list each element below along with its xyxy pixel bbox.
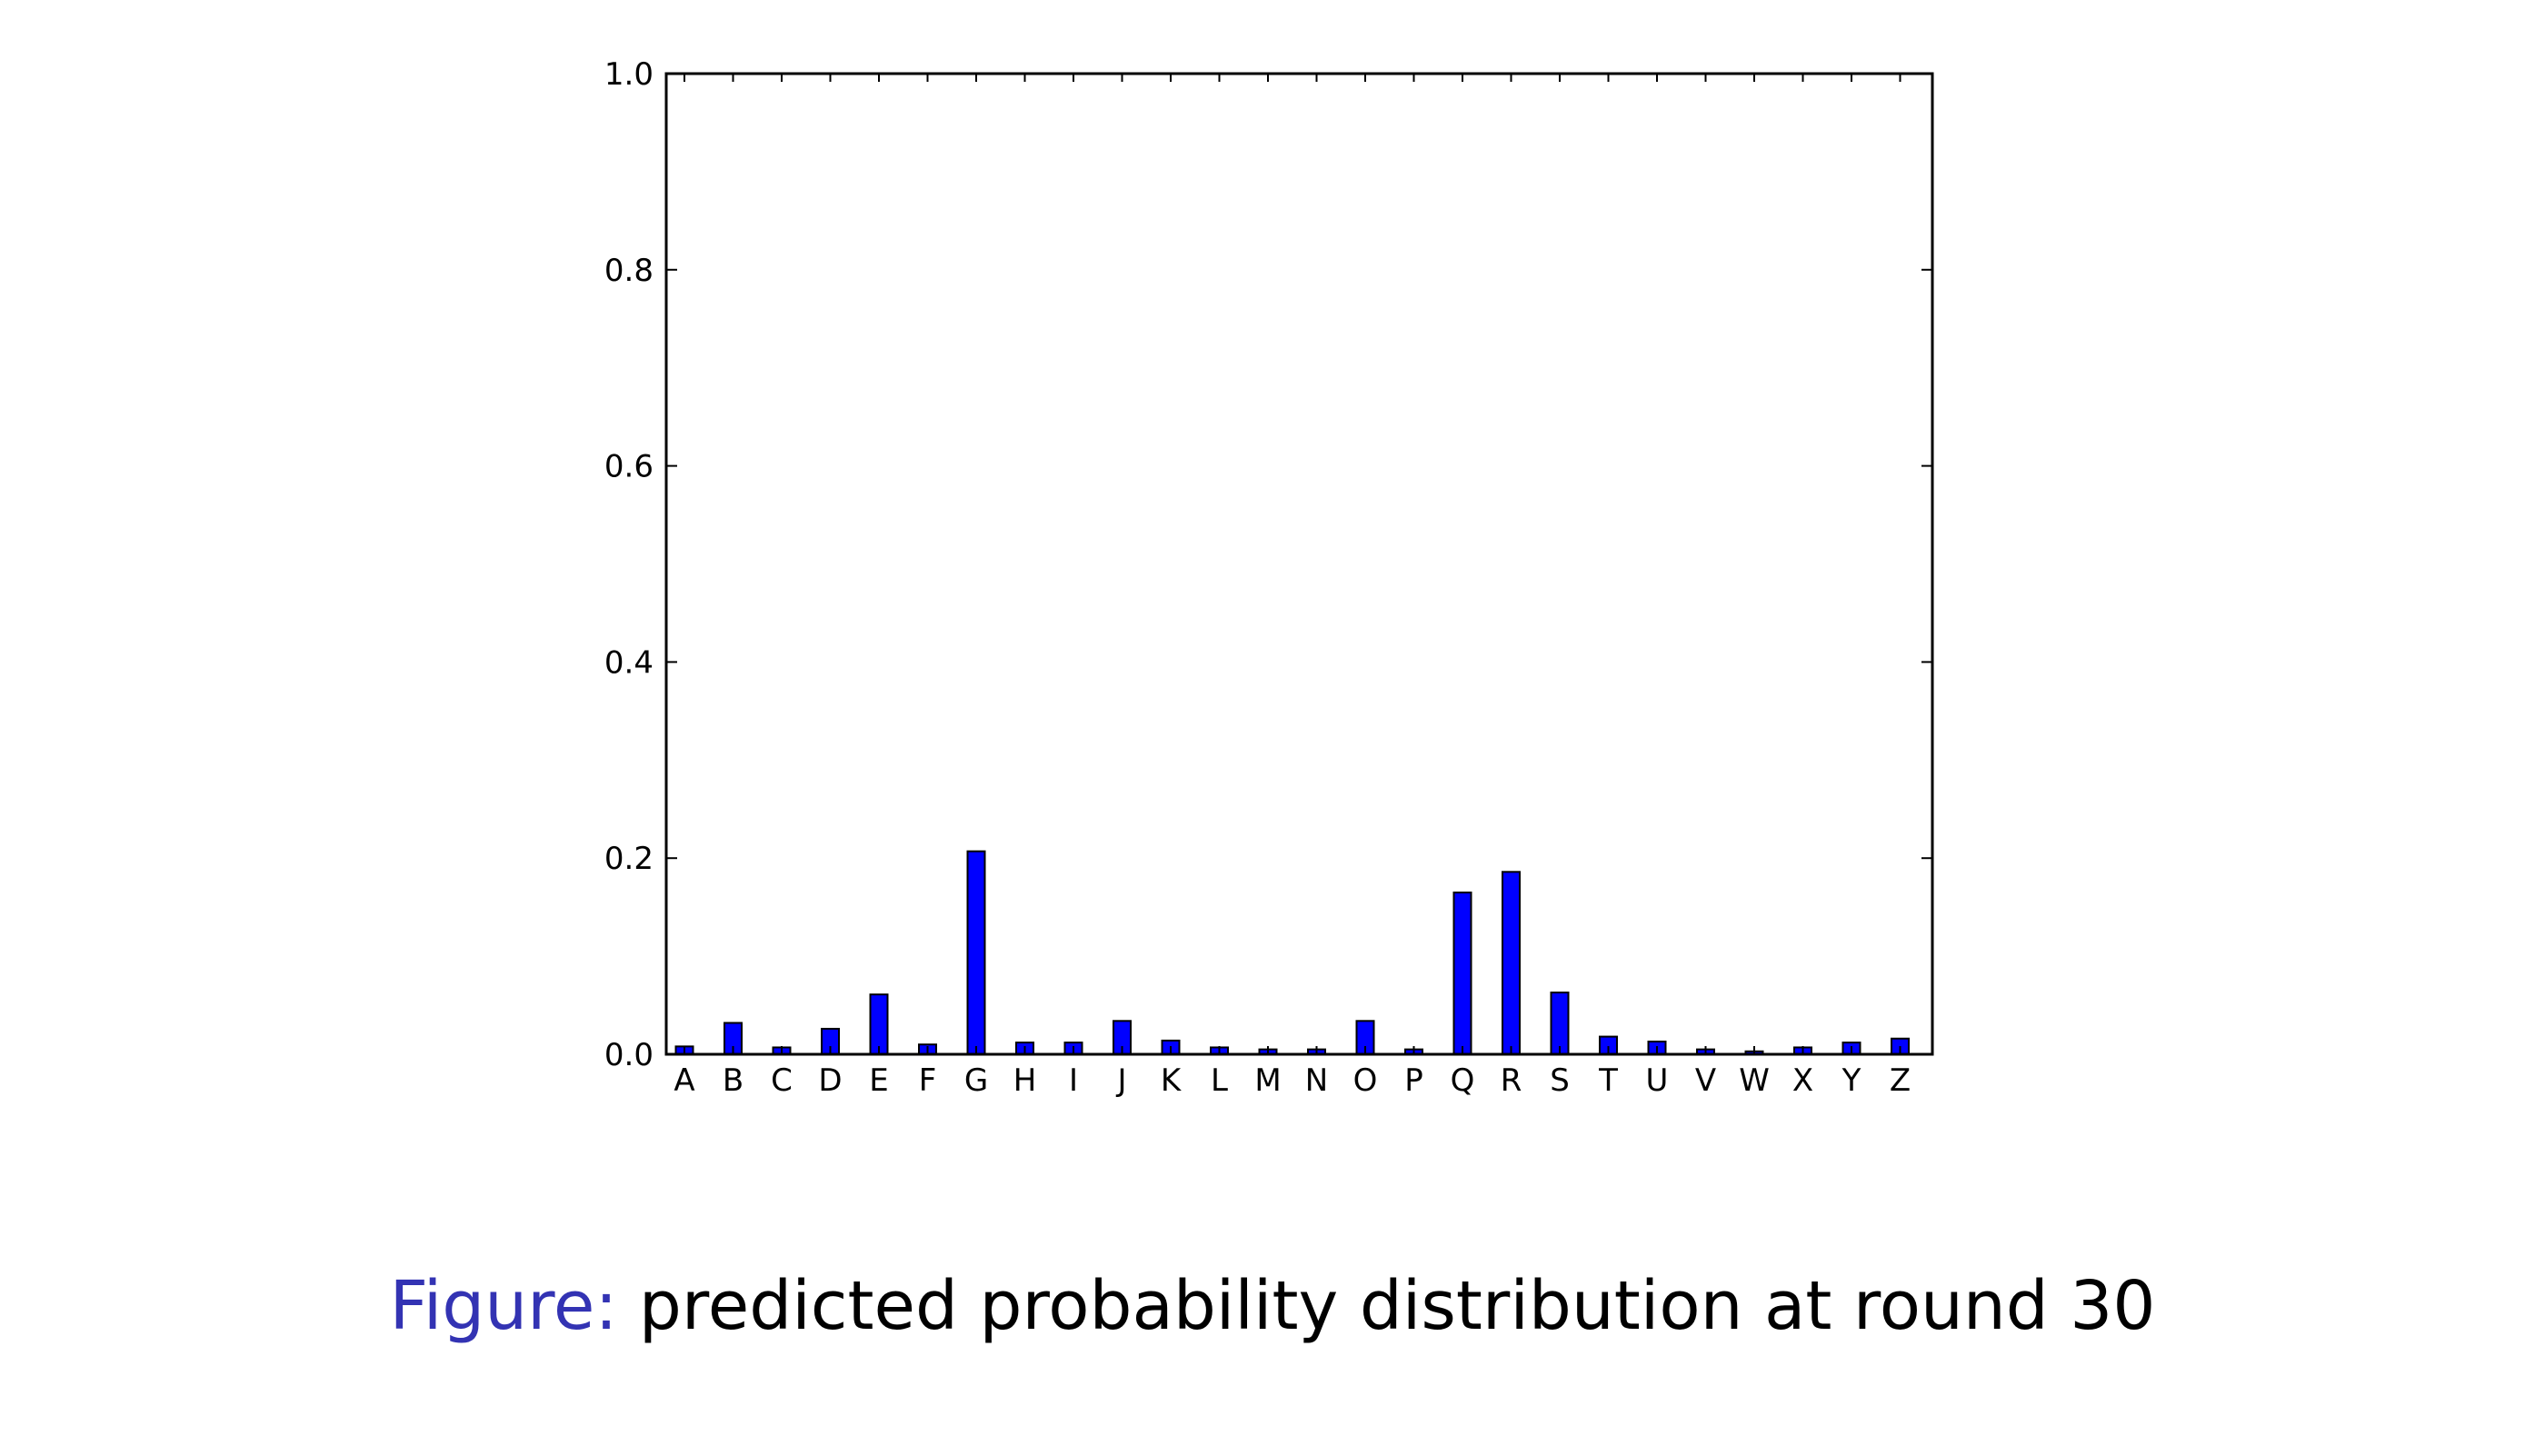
x-tick-label: Q [1451, 1062, 1475, 1099]
x-tick-label: G [964, 1062, 988, 1099]
x-tick-label: X [1792, 1062, 1813, 1099]
x-tick-label: Y [1841, 1062, 1861, 1099]
x-tick-label: C [771, 1062, 793, 1099]
x-tick-label: U [1646, 1062, 1669, 1099]
figure-caption: Figure: predicted probability distributi… [0, 1265, 2545, 1347]
x-tick-label: L [1211, 1062, 1228, 1099]
y-tick-label: 0.4 [604, 644, 654, 681]
x-tick-label: I [1069, 1062, 1078, 1099]
y-tick-label: 0.8 [604, 253, 654, 289]
caption-text: predicted probability distribution at ro… [638, 1267, 2156, 1345]
x-tick-label: K [1161, 1062, 1183, 1099]
x-tick-label: A [674, 1062, 694, 1099]
y-tick-label: 0.2 [604, 841, 654, 877]
bar-g [966, 850, 986, 1055]
x-tick-label: T [1598, 1062, 1618, 1099]
x-tick-label: M [1254, 1062, 1281, 1099]
y-tick-label: 0.6 [604, 449, 654, 485]
bar-e [869, 993, 889, 1056]
bar-r [1502, 871, 1521, 1056]
x-tick-label: Z [1890, 1062, 1911, 1099]
x-tick-label: N [1305, 1062, 1328, 1099]
caption-prefix: Figure: [389, 1267, 618, 1345]
x-tick-label: W [1739, 1062, 1770, 1099]
x-tick-label: O [1353, 1062, 1378, 1099]
x-tick-label: E [869, 1062, 888, 1099]
ticks-group [666, 73, 1932, 1055]
bar-q [1452, 891, 1472, 1056]
x-tick-label: D [818, 1062, 842, 1099]
y-tick-label: 0.0 [604, 1037, 654, 1073]
bars-group [674, 850, 1910, 1056]
x-tick-label: R [1501, 1062, 1522, 1099]
x-tick-label: J [1115, 1062, 1126, 1099]
x-tick-label: F [919, 1062, 937, 1099]
x-tick-label: B [723, 1062, 744, 1099]
x-tick-label: V [1695, 1062, 1716, 1099]
x-tick-label: H [1013, 1062, 1037, 1099]
tick-labels-group: A B C D E F G H I J K L M N O P Q R S T U V W X Y Z 0.0 0.2 0.4 0.6 0.… [604, 56, 1911, 1099]
x-tick-label: S [1550, 1062, 1570, 1099]
bar-s [1550, 992, 1570, 1055]
y-tick-label: 1.0 [604, 56, 654, 93]
x-tick-label: P [1404, 1062, 1423, 1099]
plot-area-frame [664, 72, 1934, 1056]
